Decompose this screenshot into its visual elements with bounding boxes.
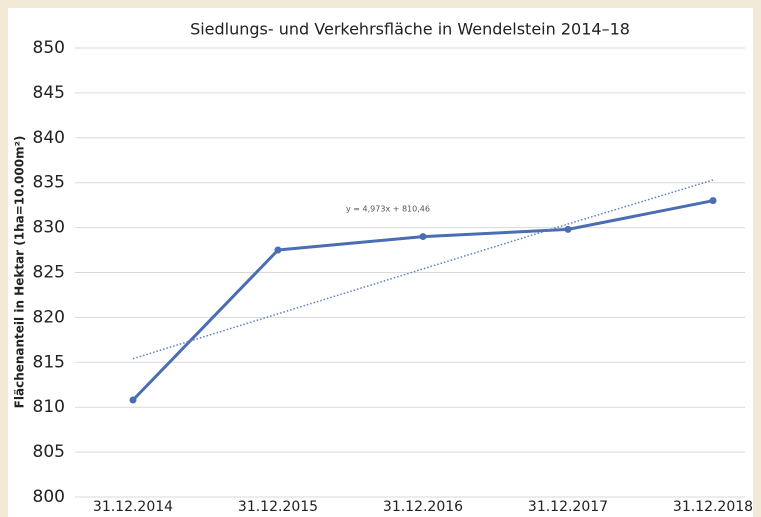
data-point bbox=[274, 246, 282, 254]
y-tick-label: 800 bbox=[33, 487, 65, 507]
y-tick-label: 845 bbox=[33, 83, 65, 103]
x-tick-label: 31.12.2017 bbox=[528, 499, 608, 515]
y-tick-label: 810 bbox=[33, 397, 65, 417]
chart-title: Siedlungs- und Verkehrsfläche in Wendels… bbox=[190, 20, 630, 39]
y-tick-label: 850 bbox=[33, 38, 65, 58]
y-tick-label: 820 bbox=[33, 307, 65, 327]
y-tick-label: 830 bbox=[33, 218, 65, 238]
y-tick-label: 825 bbox=[33, 263, 65, 283]
y-tick-label: 840 bbox=[33, 128, 65, 148]
data-point bbox=[709, 197, 717, 205]
y-tick-label: 815 bbox=[33, 352, 65, 372]
data-point bbox=[419, 233, 427, 241]
x-tick-label: 31.12.2015 bbox=[238, 499, 318, 515]
trend-equation: y = 4,973x + 810,46 bbox=[346, 205, 430, 214]
plot-background bbox=[8, 8, 753, 517]
data-point bbox=[129, 396, 137, 404]
x-tick-label: 31.12.2018 bbox=[673, 499, 753, 515]
x-tick-label: 31.12.2014 bbox=[93, 499, 173, 515]
y-tick-label: 805 bbox=[33, 442, 65, 462]
data-point bbox=[564, 225, 572, 233]
x-tick-label: 31.12.2016 bbox=[383, 499, 463, 515]
y-axis-label: Flächenanteil in Hektar (1ha=10.000m²) bbox=[13, 136, 27, 409]
y-tick-label: 835 bbox=[33, 173, 65, 193]
